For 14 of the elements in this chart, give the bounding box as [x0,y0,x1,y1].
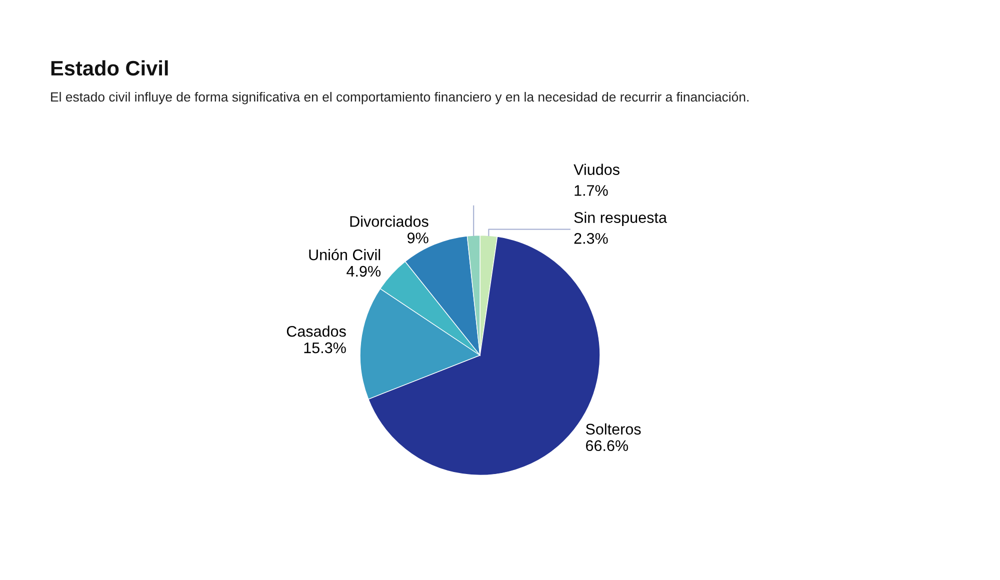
data-label: 2.3% [574,233,608,244]
slice-label: Viudos [574,164,620,175]
data-label: 15.3% [304,342,346,354]
slice-label: Unión Civil [309,248,380,260]
slice-label: Casados [286,326,346,337]
text: Estado Civil [51,60,168,76]
data-label: 66.6% [586,440,628,452]
data-label: 1.7% [574,185,608,196]
slice-label: Solteros [586,423,641,435]
slice-label: Sin respuesta [574,212,667,226]
data-label: 9% [408,232,428,244]
chart-subtitle: El estado civil influye de forma significativa en el comportamiento financiero y en la necesidad de recurrir a financiación. [51,92,748,104]
data-label: 4.9% [346,266,381,277]
slice-label: Divorciados [350,216,428,227]
